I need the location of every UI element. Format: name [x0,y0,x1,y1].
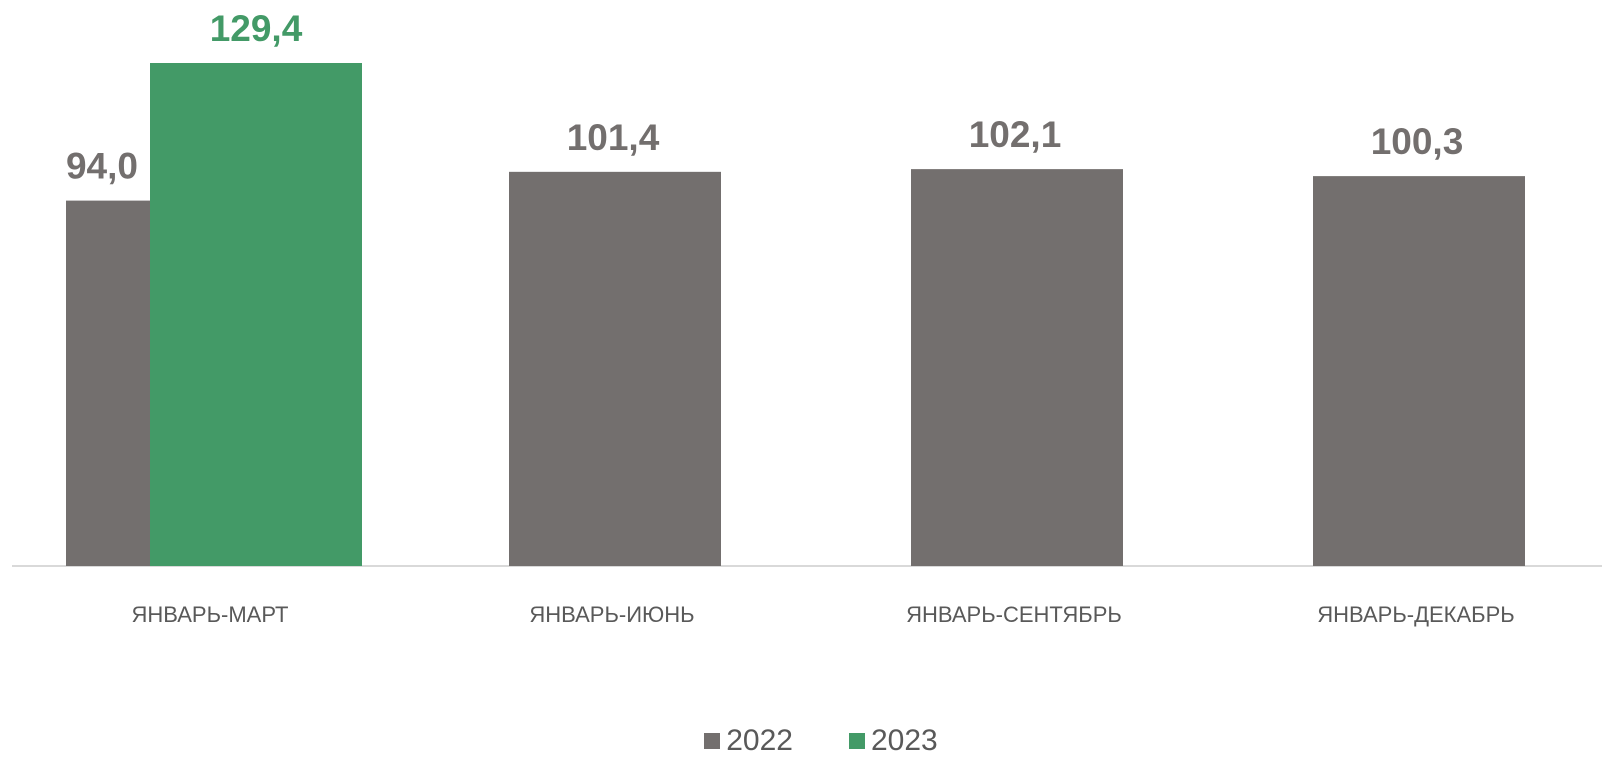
legend-swatch-2022 [704,733,720,749]
bar-2022-3 [911,169,1123,566]
bar-2022-4 [1313,176,1525,566]
value-label-2023-1: 129,4 [210,8,303,49]
category-label-1: ЯНВАРЬ-МАРТ [132,602,289,627]
bars-group [66,63,1525,566]
value-label-2022-4: 100,3 [1371,121,1464,162]
legend-item-2022: 2022 [704,724,793,758]
bar-2022-1 [66,201,156,566]
value-label-2022-3: 102,1 [969,114,1062,155]
category-label-4: ЯНВАРЬ-ДЕКАБРЬ [1317,602,1514,627]
category-label-3: ЯНВАРЬ-СЕНТЯБРЬ [906,602,1122,627]
legend-item-2023: 2023 [849,724,938,758]
bar-2022-2 [509,172,721,566]
legend-label-2023: 2023 [871,724,938,758]
value-label-2022-1: 94,0 [66,146,138,187]
legend: 2022 2023 [0,724,1602,758]
category-label-2: ЯНВАРЬ-ИЮНЬ [529,602,694,627]
legend-swatch-2023 [849,733,865,749]
bar-2023-1 [150,63,362,566]
legend-label-2022: 2022 [726,724,793,758]
category-labels-group: ЯНВАРЬ-МАРТ ЯНВАРЬ-ИЮНЬ ЯНВАРЬ-СЕНТЯБРЬ ЯНВ… [132,602,1515,627]
value-label-2022-2: 101,4 [567,117,660,158]
